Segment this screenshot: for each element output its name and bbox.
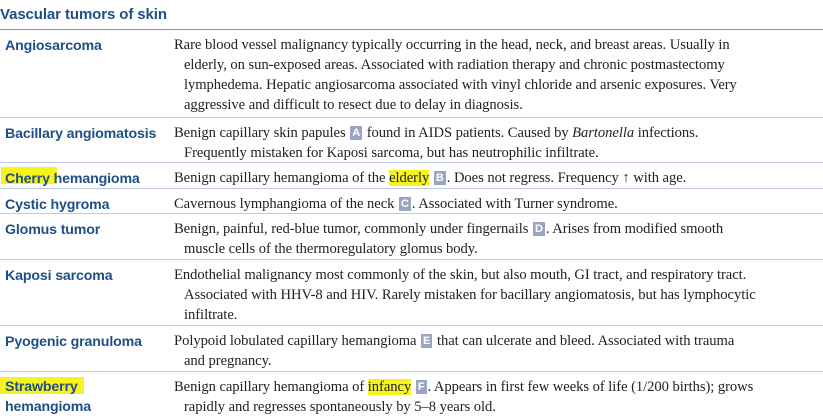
term-highlight: Strawberry xyxy=(5,379,78,395)
highlighted-word: infancy xyxy=(367,379,412,395)
table-row-bacillary-angiomatosis: Bacillary angiomatosis Benign capillary … xyxy=(0,118,823,163)
description-line: Cavernous lymphangioma of the neck C. As… xyxy=(174,194,822,214)
description-bacillary-angiomatosis: Benign capillary skin papules A found in… xyxy=(174,123,822,163)
description-line: infiltrate. xyxy=(184,307,238,323)
description-cystic-hygroma: Cavernous lymphangioma of the neck C. As… xyxy=(174,194,822,214)
table-row-kaposi-sarcoma: Kaposi sarcoma Endothelial malignancy mo… xyxy=(0,260,823,326)
genus-italic: Bartonella xyxy=(572,125,635,141)
description-line: Endothelial malignancy most commonly of … xyxy=(174,267,747,283)
term-cystic-hygroma: Cystic hygroma xyxy=(5,197,110,213)
figure-badge-a[interactable]: A xyxy=(350,126,363,140)
description-line: Rare blood vessel malignancy typically o… xyxy=(174,37,730,53)
title-divider xyxy=(0,29,823,30)
term-angiosarcoma: Angiosarcoma xyxy=(5,38,102,54)
description-angiosarcoma: Rare blood vessel malignancy typically o… xyxy=(174,35,822,115)
highlighted-word: elderly xyxy=(389,170,430,186)
description-line: Polypoid lobulated capillary hemangioma … xyxy=(174,331,822,351)
description-line: elderly, on sun-exposed areas. Associate… xyxy=(184,57,725,73)
description-line: Benign capillary hemangioma of infancy F… xyxy=(174,377,822,397)
text-segment: Benign capillary skin papules xyxy=(174,125,350,141)
text-segment: . Does not regress. Frequency ↑ with age… xyxy=(446,170,687,186)
description-line: Frequently mistaken for Kaposi sarcoma, … xyxy=(184,145,599,161)
term-highlight: Cherry xyxy=(5,171,50,187)
description-line: Associated with HHV-8 and HIV. Rarely mi… xyxy=(184,287,756,303)
text-segment: Benign capillary hemangioma of xyxy=(174,379,368,395)
term-strawberry-hemangioma: Strawberry hemangioma xyxy=(5,377,167,416)
table-row-glomus-tumor: Glomus tumor Benign, painful, red-blue t… xyxy=(0,214,823,260)
text-segment: . Associated with Turner syndrome. xyxy=(411,196,618,212)
term-kaposi-sarcoma: Kaposi sarcoma xyxy=(5,268,113,284)
highlighter-mark xyxy=(1,167,57,184)
text-segment: . Appears in first few weeks of life (1/… xyxy=(427,379,754,395)
table-row-cystic-hygroma: Cystic hygroma Cavernous lymphangioma of… xyxy=(0,189,823,214)
description-line: rapidly and regresses spontaneously by 5… xyxy=(184,399,496,415)
term-cherry-hemangioma: Cherry hemangioma xyxy=(5,169,167,189)
description-cherry-hemangioma: Benign capillary hemangioma of the elder… xyxy=(174,168,822,188)
description-kaposi-sarcoma: Endothelial malignancy most commonly of … xyxy=(174,265,822,325)
description-glomus-tumor: Benign, painful, red-blue tumor, commonl… xyxy=(174,219,822,259)
highlighter-mark xyxy=(0,377,84,394)
text-segment: infections. xyxy=(634,125,699,141)
text-segment: Benign, painful, red-blue tumor, commonl… xyxy=(174,221,532,237)
figure-badge-d[interactable]: D xyxy=(532,222,545,236)
description-line: Benign capillary hemangioma of the elder… xyxy=(174,168,822,188)
table-row-cherry-hemangioma: Cherry hemangioma Benign capillary heman… xyxy=(0,163,823,189)
description-line: lymphedema. Hepatic angiosarcoma associa… xyxy=(184,77,737,93)
term-bacillary-angiomatosis: Bacillary angiomatosis xyxy=(5,126,157,142)
table-row-strawberry-hemangioma: Strawberry hemangioma Benign capillary he… xyxy=(0,372,823,416)
text-segment: Cavernous lymphangioma of the neck xyxy=(174,196,398,212)
figure-badge-c[interactable]: C xyxy=(399,197,411,211)
figure-badge-b[interactable]: B xyxy=(433,171,446,185)
table-title: Vascular tumors of skin xyxy=(0,6,167,23)
description-line: and pregnancy. xyxy=(184,353,272,369)
text-segment: that can ulcerate and bleed. Associated … xyxy=(433,333,735,349)
text-segment: Polypoid lobulated capillary hemangioma xyxy=(174,333,421,349)
text-segment: found in AIDS patients. Caused by xyxy=(363,125,573,141)
term-rest: hemangioma xyxy=(49,171,140,187)
text-segment: Benign capillary hemangioma of the xyxy=(174,170,390,186)
description-strawberry-hemangioma: Benign capillary hemangioma of infancy F… xyxy=(174,377,822,416)
figure-badge-f[interactable]: F xyxy=(415,380,427,394)
figure-badge-e[interactable]: E xyxy=(421,334,433,348)
text-segment: . Arises from modified smooth xyxy=(545,221,724,237)
table-row-pyogenic-granuloma: Pyogenic granuloma Polypoid lobulated ca… xyxy=(0,326,823,372)
description-line: aggressive and difficult to resect due t… xyxy=(184,97,523,113)
table-row-angiosarcoma: Angiosarcoma Rare blood vessel malignanc… xyxy=(0,30,823,118)
description-pyogenic-granuloma: Polypoid lobulated capillary hemangioma … xyxy=(174,331,822,371)
term-glomus-tumor: Glomus tumor xyxy=(5,222,101,238)
description-line: Benign capillary skin papules A found in… xyxy=(174,123,822,143)
description-line: muscle cells of the thermoregulatory glo… xyxy=(184,241,478,257)
term-rest: hemangioma xyxy=(5,399,92,415)
term-pyogenic-granuloma: Pyogenic granuloma xyxy=(5,334,142,350)
description-line: Benign, painful, red-blue tumor, commonl… xyxy=(174,219,822,239)
